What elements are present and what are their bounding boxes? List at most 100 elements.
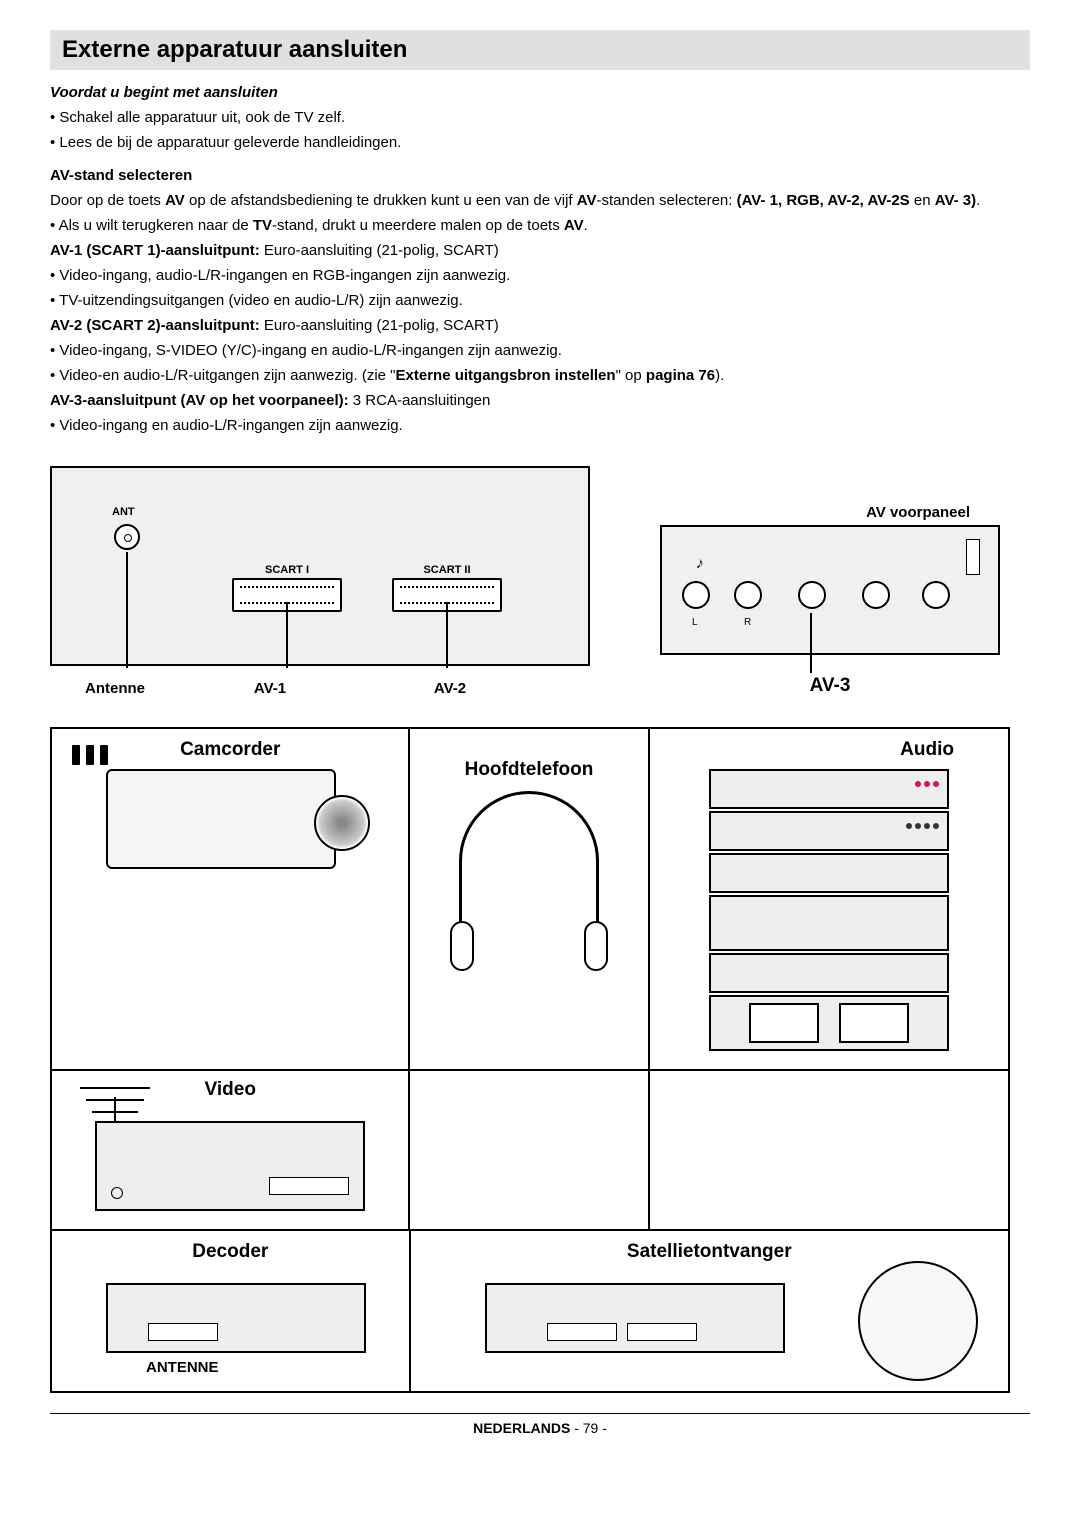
- text-bold: Externe uitgangsbron instellen: [396, 367, 616, 384]
- cell-decoder: Decoder ANTENNE: [52, 1231, 411, 1391]
- footer-sep: -: [570, 1420, 582, 1436]
- return-bullet: Als u wilt terugkeren naar de TV-stand, …: [50, 215, 1030, 236]
- scart1-label: SCART I: [232, 564, 342, 576]
- text-bold: AV-1 (SCART 1)-aansluitpunt:: [50, 242, 260, 259]
- label-decoder: Decoder: [66, 1241, 395, 1263]
- ant-label: ANT: [112, 506, 135, 518]
- diagram-area: ANT SCART I SCART II Antenne AV-1 AV-2: [50, 466, 1030, 1393]
- text-bold: AV- 3): [935, 192, 976, 209]
- text-bold: pagina 76: [646, 367, 715, 384]
- text: en: [910, 192, 935, 209]
- rca-jack-icon: [734, 581, 762, 609]
- satellite-dish-icon: [858, 1261, 978, 1381]
- cell-satellite: Satellietontvanger: [411, 1231, 1008, 1391]
- label-camcorder: Camcorder: [66, 739, 394, 761]
- earcup-icon: [584, 921, 608, 971]
- av1-bullet-1: Video-ingang, audio-L/R-ingangen en RGB-…: [50, 265, 1030, 286]
- text: -standen selecteren:: [597, 192, 737, 209]
- rear-panel-labels: Antenne AV-1 AV-2: [50, 680, 590, 697]
- label-headphone: Hoofdtelefoon: [424, 759, 633, 781]
- text: ).: [715, 367, 724, 384]
- sat-receiver-icon: [485, 1283, 785, 1353]
- text-bold: TV: [253, 217, 272, 234]
- vcr-icon: [95, 1121, 365, 1211]
- earcup-icon: [450, 921, 474, 971]
- leader-line: [446, 602, 448, 668]
- av3-bullet-1: Video-ingang en audio-L/R-ingangen zijn …: [50, 415, 1030, 436]
- text-bold: AV: [165, 192, 185, 209]
- preconnect-bullet-1: Schakel alle apparatuur uit, ook de TV z…: [50, 107, 1030, 128]
- avstand-heading: AV-stand selecteren: [50, 165, 1030, 186]
- cell-video: Video: [52, 1069, 410, 1229]
- av1-bullet-2: TV-uitzendingsuitgangen (video en audio-…: [50, 290, 1030, 311]
- scart-mini-icon: [148, 1323, 218, 1341]
- label-satellite: Satellietontvanger: [425, 1241, 994, 1263]
- text-bold: AV-3-aansluitpunt (AV op het voorpaneel)…: [50, 392, 349, 409]
- label-av1: AV-1: [180, 680, 360, 697]
- fp-label-l: L: [692, 617, 698, 628]
- stereo-icon: [709, 769, 949, 1051]
- lens-icon: [314, 795, 370, 851]
- leader-line: [286, 602, 288, 668]
- rear-panel-wrap: ANT SCART I SCART II Antenne AV-1 AV-2: [50, 466, 590, 697]
- cell-audio-continued: [650, 1069, 1008, 1229]
- label-audio: Audio: [664, 739, 994, 761]
- section-title-bar: Externe apparatuur aansluiten: [50, 30, 1030, 70]
- text: Euro-aansluiting (21-polig, SCART): [260, 317, 499, 334]
- cell-camcorder: Camcorder: [52, 729, 410, 1069]
- label-av3: AV-3: [630, 675, 1030, 697]
- label-antenne-caps: ANTENNE: [66, 1359, 395, 1376]
- device-grid: Camcorder Hoofdtelefoon Audio: [50, 727, 1010, 1393]
- scart2-label: SCART II: [392, 564, 502, 576]
- rca-jack-icon: [798, 581, 826, 609]
- front-panel: ♪ L R: [660, 525, 1000, 655]
- panel-slot-icon: [966, 539, 980, 575]
- label-av2: AV-2: [360, 680, 540, 697]
- leader-line: [126, 552, 128, 668]
- body-text: Voordat u begint met aansluiten Schakel …: [50, 82, 1030, 436]
- section-title: Externe apparatuur aansluiten: [62, 36, 1018, 64]
- av2-bullet-1: Video-ingang, S-VIDEO (Y/C)-ingang en au…: [50, 340, 1030, 361]
- preconnect-heading: Voordat u begint met aansluiten: [50, 82, 1030, 103]
- svideo-jack-icon: [922, 581, 950, 609]
- rca-plugs-icon: [72, 745, 108, 765]
- headphone-jack-icon: [862, 581, 890, 609]
- headphone-icon: [459, 791, 599, 951]
- fp-label-r: R: [744, 617, 751, 628]
- label-antenne: Antenne: [50, 680, 180, 697]
- front-panel-title: AV voorpaneel: [630, 504, 1030, 521]
- text: .: [976, 192, 980, 209]
- footer-tail: -: [598, 1420, 607, 1436]
- preconnect-bullet-2: Lees de bij de apparatuur geleverde hand…: [50, 132, 1030, 153]
- text: op de afstandsbediening te drukken kunt …: [185, 192, 577, 209]
- cell-headphone: Hoofdtelefoon: [410, 729, 649, 1069]
- antenna-jack-icon: [114, 524, 140, 550]
- footer-page: 79: [583, 1420, 599, 1436]
- front-panel-wrap: AV voorpaneel ♪ L R AV-3: [630, 504, 1030, 697]
- text: Video-en audio-L/R-uitgangen zijn aanwez…: [59, 367, 395, 384]
- text-bold: AV: [564, 217, 584, 234]
- decoder-icon: [106, 1283, 366, 1353]
- camcorder-icon: [106, 769, 336, 869]
- av2-bullet-2: Video-en audio-L/R-uitgangen zijn aanwez…: [50, 365, 1030, 386]
- scart-mini-icon: [627, 1323, 697, 1341]
- text-bold: (AV- 1, RGB, AV-2, AV-2S: [737, 192, 910, 209]
- text: 3 RCA-aansluitingen: [349, 392, 491, 409]
- text-bold: AV-2 (SCART 2)-aansluitpunt:: [50, 317, 260, 334]
- scart-mini-icon: [547, 1323, 617, 1341]
- rear-panel: ANT SCART I SCART II: [50, 466, 590, 666]
- cell-spacer: [410, 1069, 649, 1229]
- av1-line: AV-1 (SCART 1)-aansluitpunt: Euro-aanslu…: [50, 240, 1030, 261]
- av2-line: AV-2 (SCART 2)-aansluitpunt: Euro-aanslu…: [50, 315, 1030, 336]
- text: Door op de toets: [50, 192, 165, 209]
- page-footer: NEDERLANDS - 79 -: [50, 1413, 1030, 1436]
- leader-line: [810, 613, 812, 673]
- text: " op: [616, 367, 646, 384]
- cell-audio: Audio: [650, 729, 1008, 1069]
- rca-jack-icon: [682, 581, 710, 609]
- avstand-intro: Door op de toets AV op de afstandsbedien…: [50, 190, 1030, 211]
- footer-lang: NEDERLANDS: [473, 1420, 570, 1436]
- text: Als u wilt terugkeren naar de: [59, 217, 253, 234]
- text: -stand, drukt u meerdere malen op de toe…: [272, 217, 564, 234]
- av3-line: AV-3-aansluitpunt (AV op het voorpaneel)…: [50, 390, 1030, 411]
